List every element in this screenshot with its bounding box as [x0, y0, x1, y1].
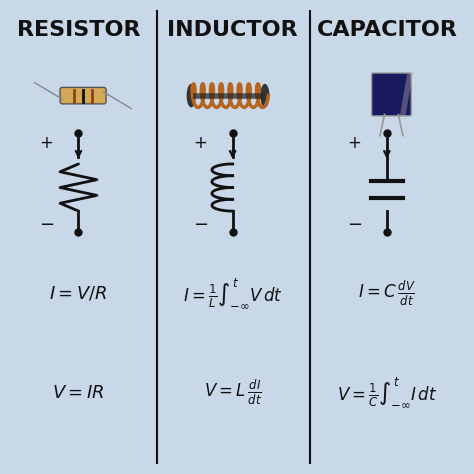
Text: RESISTOR: RESISTOR — [17, 20, 140, 40]
Text: $I = \frac{1}{L}\int_{-\infty}^{t} V\,dt$: $I = \frac{1}{L}\int_{-\infty}^{t} V\,dt… — [183, 277, 283, 310]
Text: −: − — [347, 216, 362, 234]
Text: $I = C\,\frac{dV}{dt}$: $I = C\,\frac{dV}{dt}$ — [358, 279, 416, 308]
Text: +: + — [348, 134, 362, 152]
FancyBboxPatch shape — [60, 87, 106, 104]
Text: $V = \frac{1}{C}\int_{-\infty}^{t} I\,dt$: $V = \frac{1}{C}\int_{-\infty}^{t} I\,dt… — [337, 375, 437, 410]
FancyBboxPatch shape — [372, 73, 411, 116]
Ellipse shape — [260, 84, 270, 108]
Text: +: + — [193, 134, 208, 152]
Text: +: + — [39, 134, 53, 152]
Ellipse shape — [187, 84, 196, 108]
Text: $V = L\,\frac{dI}{dt}$: $V = L\,\frac{dI}{dt}$ — [204, 378, 262, 407]
Text: $V = IR$: $V = IR$ — [52, 383, 105, 401]
Text: −: − — [193, 216, 208, 234]
Text: CAPACITOR: CAPACITOR — [317, 20, 457, 40]
Text: INDUCTOR: INDUCTOR — [167, 20, 298, 40]
Text: −: − — [39, 216, 54, 234]
Text: $I = V/R$: $I = V/R$ — [49, 284, 108, 302]
